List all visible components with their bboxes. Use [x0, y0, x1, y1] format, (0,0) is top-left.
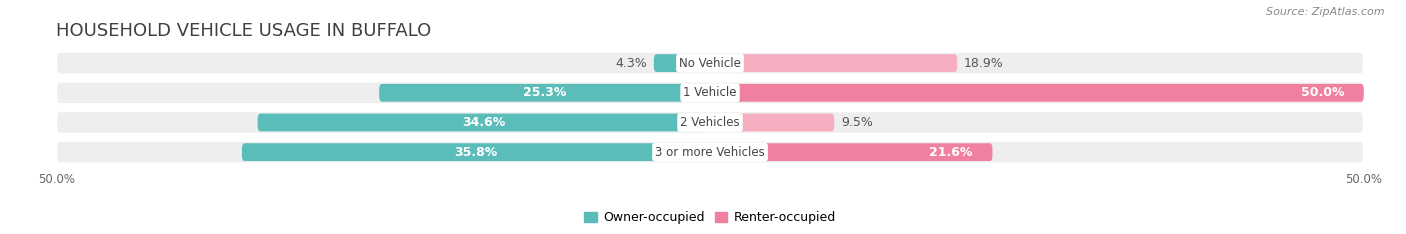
FancyBboxPatch shape: [56, 111, 1364, 134]
Legend: Owner-occupied, Renter-occupied: Owner-occupied, Renter-occupied: [579, 206, 841, 229]
FancyBboxPatch shape: [257, 113, 710, 131]
FancyBboxPatch shape: [710, 143, 993, 161]
Text: 4.3%: 4.3%: [616, 57, 647, 70]
Text: No Vehicle: No Vehicle: [679, 57, 741, 70]
FancyBboxPatch shape: [56, 141, 1364, 163]
Text: 2 Vehicles: 2 Vehicles: [681, 116, 740, 129]
FancyBboxPatch shape: [56, 52, 1364, 74]
Text: HOUSEHOLD VEHICLE USAGE IN BUFFALO: HOUSEHOLD VEHICLE USAGE IN BUFFALO: [56, 22, 432, 40]
Text: 34.6%: 34.6%: [463, 116, 505, 129]
Text: 50.0%: 50.0%: [1301, 86, 1344, 99]
Text: Source: ZipAtlas.com: Source: ZipAtlas.com: [1267, 7, 1385, 17]
FancyBboxPatch shape: [710, 113, 834, 131]
Text: 25.3%: 25.3%: [523, 86, 567, 99]
Text: 1 Vehicle: 1 Vehicle: [683, 86, 737, 99]
Text: 3 or more Vehicles: 3 or more Vehicles: [655, 146, 765, 159]
FancyBboxPatch shape: [242, 143, 710, 161]
FancyBboxPatch shape: [710, 54, 957, 72]
Text: 35.8%: 35.8%: [454, 146, 498, 159]
FancyBboxPatch shape: [710, 84, 1364, 102]
FancyBboxPatch shape: [654, 54, 710, 72]
Text: 21.6%: 21.6%: [929, 146, 973, 159]
Text: 9.5%: 9.5%: [841, 116, 873, 129]
FancyBboxPatch shape: [56, 81, 1364, 104]
Text: 18.9%: 18.9%: [963, 57, 1004, 70]
FancyBboxPatch shape: [380, 84, 710, 102]
